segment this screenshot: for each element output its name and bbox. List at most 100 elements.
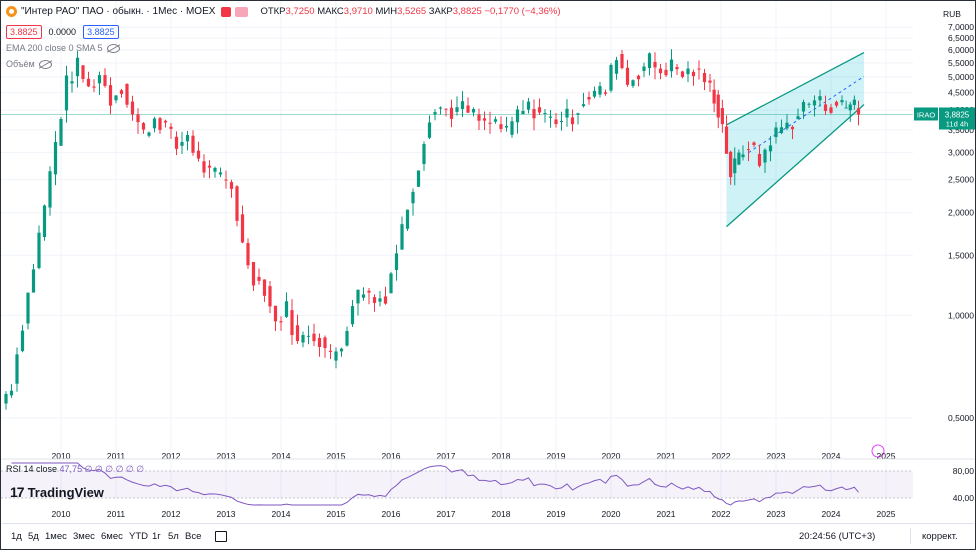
ema-indicator-legend[interactable]: EMA 200 close 0 SMA 5 (6, 43, 120, 53)
timeframe-1m[interactable]: 1мес (45, 531, 67, 542)
candle-body (389, 273, 393, 294)
candle-body (42, 205, 47, 238)
candle-body (565, 108, 569, 118)
symbol-title[interactable]: "Интер РАО" ПАО · обыкн. · 1Мес · MOEX (21, 6, 216, 17)
timeframe-5d[interactable]: 5д (28, 531, 39, 542)
rsi-legend[interactable]: RSI 14 close 47,75 ∅ ∅ ∅ ∅ ∅ ∅ (6, 464, 144, 475)
logo-text: TradingView (27, 484, 104, 500)
candle-body (712, 89, 716, 104)
candle-body (119, 90, 124, 94)
candle-body (785, 122, 789, 129)
time-tick-label: 2021 (657, 451, 676, 461)
candle-body (733, 158, 737, 174)
channel-lower-line (726, 104, 865, 228)
candle-body (587, 96, 591, 100)
candle-body (460, 101, 465, 110)
candle-body (504, 125, 509, 128)
candle-body (185, 135, 190, 142)
candle-body (581, 104, 586, 107)
timeframe-all[interactable]: Все (185, 531, 202, 542)
candle-body (427, 122, 432, 138)
candle-body (675, 66, 679, 70)
channel-fill (726, 52, 864, 227)
candle-body (658, 68, 663, 74)
candle-body (103, 75, 107, 86)
candle-body (823, 104, 828, 111)
candle-body (20, 330, 25, 352)
candle-body (240, 214, 245, 243)
sell-button[interactable]: 3.8825 (6, 25, 42, 39)
candle-body (147, 132, 151, 136)
candle-body (702, 73, 707, 83)
price-tick-label: 7,0000 (948, 22, 974, 32)
candle-body (812, 100, 817, 106)
price-tick-label: 5,0000 (948, 72, 974, 82)
time-tick-label: 2015 (327, 451, 346, 461)
time-axis: 2010 2011 2012 2013 2014 2015 2016 2017 2018 2019… (52, 451, 896, 519)
timeframe-1y[interactable]: 1г (152, 531, 161, 542)
divider (910, 528, 911, 544)
candle-body (548, 116, 553, 118)
pink-badge-icon[interactable] (235, 6, 249, 17)
bottom-toolbar: 1д 5д 1мес 3мес 6мес YTD 1г 5л Все 20:24… (2, 523, 974, 549)
candle-body (125, 83, 129, 105)
candle-body (268, 286, 272, 307)
ticker-tag-bg (914, 107, 938, 121)
candle-body (235, 186, 239, 221)
candle-body (741, 154, 745, 158)
candle-body (218, 172, 223, 175)
candle-body (257, 276, 261, 281)
candle-body (158, 118, 162, 130)
volume-indicator-legend[interactable]: Объём (6, 59, 52, 69)
timeframe-5y[interactable]: 5л (168, 531, 179, 542)
candle-body (64, 75, 69, 111)
high-value: 3,9710 (343, 6, 373, 17)
price-tick-label: 3,5000 (948, 125, 974, 135)
candles (4, 49, 861, 410)
candle-body (224, 179, 228, 181)
timeframe-6m[interactable]: 6мес (101, 531, 123, 542)
currency-label[interactable]: RUB (943, 9, 961, 19)
timeframe-ytd[interactable]: YTD (129, 531, 148, 542)
time-tick-label: 2019 (547, 509, 566, 519)
candle-body (136, 114, 140, 123)
adjust-button[interactable]: коррект. (922, 531, 958, 542)
candle-body (532, 109, 536, 119)
candle-body (31, 269, 36, 293)
red-flag-icon[interactable] (221, 6, 232, 17)
candle-body (323, 337, 327, 349)
clock-display[interactable]: 20:24:56 (UTC+3) (799, 531, 876, 542)
time-tick-label: 2021 (657, 509, 676, 519)
timeframe-3m[interactable]: 3мес (73, 531, 95, 542)
candle-body (625, 67, 630, 85)
candle-body (262, 279, 267, 296)
last-price-tag: 3,8825 (945, 110, 970, 119)
timeframe-1d[interactable]: 1д (11, 531, 22, 542)
hidden-eye-icon[interactable] (38, 59, 52, 69)
candle-body (81, 65, 85, 79)
time-tick-label: 2024 (822, 451, 841, 461)
time-tick-label: 2011 (107, 451, 126, 461)
candle-body (720, 108, 724, 125)
time-tick-label: 2012 (162, 509, 181, 519)
calendar-icon[interactable] (215, 531, 227, 542)
time-tick-label: 2019 (547, 451, 566, 461)
candle-body (790, 126, 795, 130)
price-axis: 0,5000 1,0000 1,5000 2,0000 2,5000 3,0000 3,50… (871, 22, 975, 458)
candle-body (537, 107, 542, 113)
time-tick-label: 2020 (602, 509, 621, 519)
time-tick-label: 2013 (217, 451, 236, 461)
price-tick-label: 2,5000 (948, 175, 974, 185)
candle-body (202, 161, 206, 173)
candle-body (471, 109, 476, 113)
candle-body (763, 149, 767, 163)
time-tick-label: 2024 (822, 509, 841, 519)
time-tick-label: 2016 (382, 509, 401, 519)
candle-body (213, 167, 217, 172)
buy-button[interactable]: 3.8825 (83, 25, 119, 39)
regression-channel (726, 51, 865, 228)
hidden-eye-icon[interactable] (106, 43, 120, 53)
tradingview-logo[interactable]: 17 TradingView (10, 484, 104, 500)
candle-body (334, 351, 338, 361)
